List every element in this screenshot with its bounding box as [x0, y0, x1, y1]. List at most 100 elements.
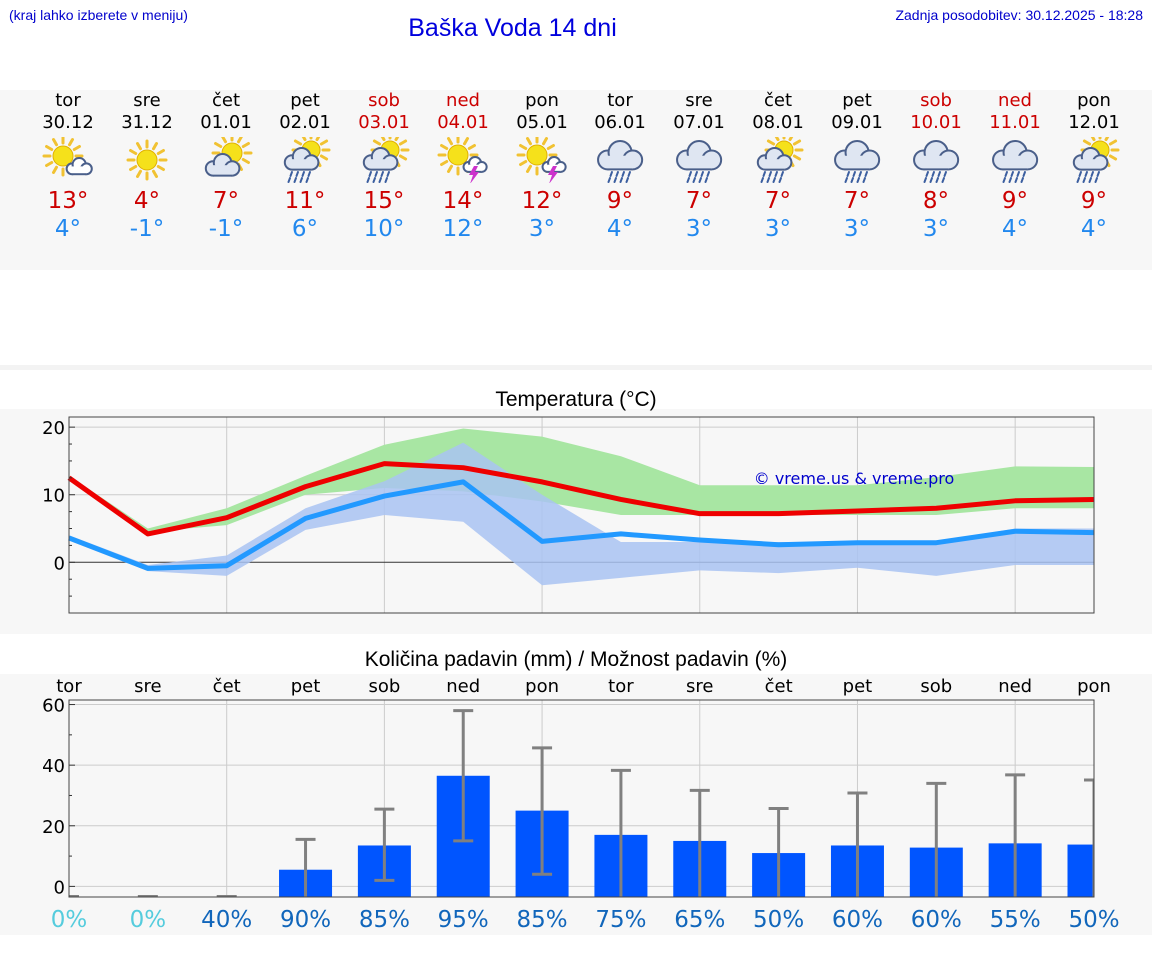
raindrop	[706, 171, 710, 177]
day-name: ned	[446, 90, 480, 111]
x-category-label: sob	[920, 676, 952, 697]
cloud-body	[844, 155, 870, 170]
sun-ray	[241, 142, 250, 148]
y-tick-label: 10	[42, 486, 65, 507]
raindrop	[1094, 177, 1098, 183]
day-column: sob 10.01 8° 3°	[897, 90, 976, 243]
rain-shape	[607, 171, 631, 183]
cloud-body	[213, 165, 233, 176]
cloud-shape	[597, 140, 644, 171]
sun-ray	[221, 137, 227, 144]
raindrop	[625, 177, 629, 183]
sun-shape	[42, 137, 84, 177]
min-temperature-band	[69, 442, 1094, 586]
raindrop	[772, 177, 776, 183]
day-date: 02.01	[279, 112, 331, 133]
raindrop	[858, 171, 862, 177]
sun-ray	[136, 142, 142, 151]
raindrop	[937, 171, 941, 177]
rain-shape	[287, 171, 311, 183]
cloud-shape	[834, 140, 881, 171]
raindrop	[698, 177, 702, 183]
max-temperature-line	[67, 461, 1095, 537]
precipitation-probability: 60%	[911, 907, 962, 933]
rain-shape	[366, 171, 390, 183]
day-column: sre 07.01 7° 3°	[660, 90, 739, 243]
day-name: čet	[211, 90, 241, 111]
cloud-shape	[204, 152, 241, 177]
raindrop	[931, 171, 935, 177]
cloud-body	[1081, 159, 1101, 170]
sun-disc	[526, 144, 548, 166]
x-category-label: ned	[446, 676, 480, 697]
sun-ray	[447, 137, 453, 146]
sun-rain-icon	[283, 137, 331, 183]
sun-thunder-icon	[516, 137, 567, 183]
raindrop	[1084, 171, 1088, 177]
raindrop	[378, 177, 382, 183]
sun-ray	[398, 139, 408, 146]
precipitation-probability: 85%	[359, 907, 410, 933]
x-category-label: tor	[608, 676, 634, 697]
sun-ray	[45, 161, 54, 167]
sun-ray	[398, 154, 408, 161]
sun-ray	[1108, 154, 1118, 161]
raindrop	[301, 171, 305, 177]
max-temperature-band	[69, 428, 1094, 532]
day-date: 12.01	[1068, 112, 1120, 133]
day-column: ned 04.01 14° 12°	[424, 90, 503, 243]
sun-ray	[319, 154, 329, 161]
precipitation-probability: 75%	[595, 907, 646, 933]
raindrop	[1010, 171, 1014, 177]
sun-ray	[766, 139, 776, 146]
min-temperature: -1°	[129, 216, 165, 242]
precipitation-probability: 55%	[990, 907, 1041, 933]
max-temperature: 7°	[685, 188, 713, 214]
raindrop	[372, 177, 376, 183]
y-tick-label: 20	[42, 418, 65, 439]
max-temperature: 12°	[521, 188, 563, 214]
raindrop	[864, 171, 868, 177]
min-temperature: 12°	[442, 216, 484, 242]
min-temperature: -1°	[208, 216, 244, 242]
raindrop	[613, 177, 617, 183]
sun-ray	[542, 137, 548, 146]
max-temperature: 9°	[1080, 188, 1108, 214]
raindrop	[774, 171, 778, 177]
precipitation-probability: 90%	[280, 907, 331, 933]
precipitation-chart-title: Količina padavin (mm) / Možnost padavin …	[364, 648, 788, 671]
raindrop	[688, 171, 692, 177]
rain-shape	[1002, 171, 1026, 183]
rain-shape	[760, 171, 784, 183]
raindrop	[307, 171, 311, 177]
min-temperature: 3°	[922, 216, 950, 242]
sun-ray	[156, 149, 165, 155]
sun-ray	[68, 138, 74, 147]
day-column: čet 01.01 7° -1°	[187, 90, 266, 243]
precipitation-probability: 40%	[201, 907, 252, 933]
day-name: tor	[55, 90, 81, 111]
day-column: ned 11.01 9° 4°	[976, 90, 1055, 243]
sun-icon	[126, 139, 168, 181]
day-name: ned	[998, 90, 1032, 111]
raindrop	[852, 171, 856, 177]
raindrop	[1076, 177, 1080, 183]
raindrop	[923, 177, 927, 183]
sun-ray	[315, 137, 321, 142]
raindrop	[621, 171, 625, 177]
day-date: 30.12	[42, 112, 94, 133]
sun-ray	[440, 160, 449, 166]
raindrop	[1088, 177, 1092, 183]
raindrop	[299, 177, 303, 183]
sun-ray	[1082, 139, 1092, 146]
x-category-label: pet	[291, 676, 321, 697]
y-tick-label: 40	[42, 756, 65, 777]
raindrop	[293, 177, 297, 183]
min-temperature: 4°	[54, 216, 82, 242]
raindrop	[768, 171, 772, 177]
sun-ray	[774, 137, 780, 142]
x-category-label: pon	[1077, 676, 1111, 697]
bars-group	[69, 709, 1094, 897]
rain-cloud-icon	[913, 140, 960, 183]
precipitation-probability: 50%	[1068, 907, 1119, 933]
